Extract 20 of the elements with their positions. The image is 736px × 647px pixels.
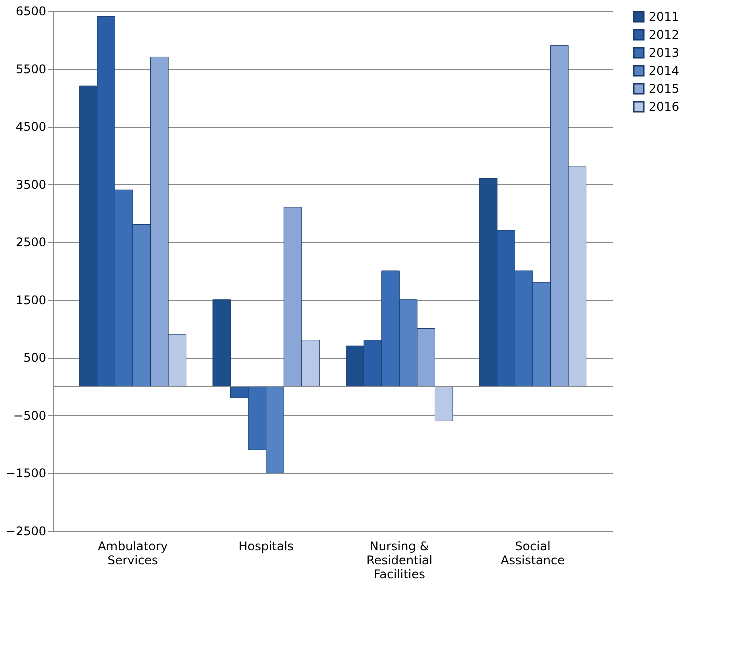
y-tick-label: 3500 xyxy=(16,178,46,192)
legend-label: 2011 xyxy=(649,10,680,24)
y-tick-label: 500 xyxy=(24,351,46,366)
y-tick-label: 1500 xyxy=(16,293,46,308)
y-tick-label: 4500 xyxy=(16,120,46,134)
x-tick-label: Social Assistance xyxy=(501,540,565,568)
y-tick-label: 6500 xyxy=(16,4,46,18)
legend-label: 2016 xyxy=(649,100,680,114)
legend-label: 2013 xyxy=(649,46,680,60)
y-tick-label: −1500 xyxy=(6,466,46,481)
y-tick-label: −2500 xyxy=(6,524,46,538)
legend-label: 2015 xyxy=(649,82,680,96)
legend-label: 2014 xyxy=(649,64,680,78)
x-tick-label: Ambulatory Services xyxy=(98,540,168,568)
y-tick-label: 5500 xyxy=(16,62,46,76)
y-tick-label: −500 xyxy=(14,408,46,423)
x-tick-label: Hospitals xyxy=(238,540,294,554)
legend-label: 2012 xyxy=(649,28,680,42)
y-tick-label: 2500 xyxy=(16,236,46,250)
x-tick-label: Nursing & Residential Facilities xyxy=(366,540,433,582)
